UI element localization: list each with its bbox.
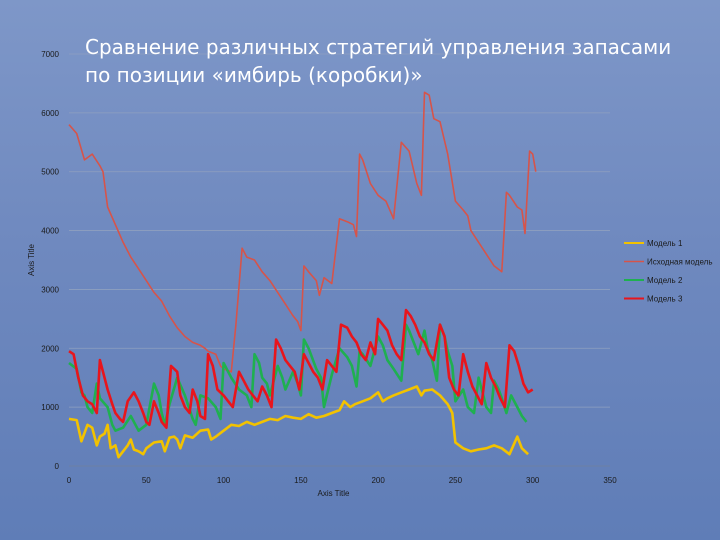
series-line-4 [68,308,534,429]
chart-title: Сравнение различных стратегий управления… [85,33,685,89]
y-tick-label: 3000 [41,285,59,294]
y-tick-label: 2000 [41,344,59,353]
x-tick-label: 100 [217,476,231,485]
x-axis-title: Axis Title [317,489,350,498]
axes: 0 1000 2000 3000 4000 5000 6000 7000 0 50 100 150 20… [27,50,617,498]
chart-title-line1: Сравнение различных стратегий управления… [85,35,672,59]
x-tick-label: 300 [526,476,540,485]
legend-label: Модель 1 [647,239,683,248]
x-tick-label: 50 [142,476,151,485]
chart-title-line2: по позиции «имбирь (коробки)» [85,63,423,87]
legend: Модель 1 Исходная модель Модель 2 Модель 3 [624,239,712,304]
x-tick-label: 250 [449,476,463,485]
series-lines [68,91,537,459]
series-line-3 [68,323,528,432]
y-tick-label: 5000 [41,168,59,177]
y-tick-label: 6000 [41,109,59,118]
series-line-1 [68,385,529,459]
legend-label: Модель 2 [647,276,683,285]
y-axis-title: Axis Title [27,243,36,276]
y-tick-label: 1000 [41,403,59,412]
x-tick-label: 350 [603,476,617,485]
gridlines [69,53,610,408]
legend-label: Исходная модель [647,258,712,267]
x-tick-label: 0 [67,476,72,485]
x-tick-label: 200 [371,476,385,485]
y-tick-label: 7000 [41,50,59,59]
x-tick-label: 150 [294,476,308,485]
legend-label: Модель 3 [647,295,683,304]
y-tick-label: 0 [55,462,60,471]
series-line-2 [68,91,537,373]
y-tick-label: 4000 [41,227,59,236]
